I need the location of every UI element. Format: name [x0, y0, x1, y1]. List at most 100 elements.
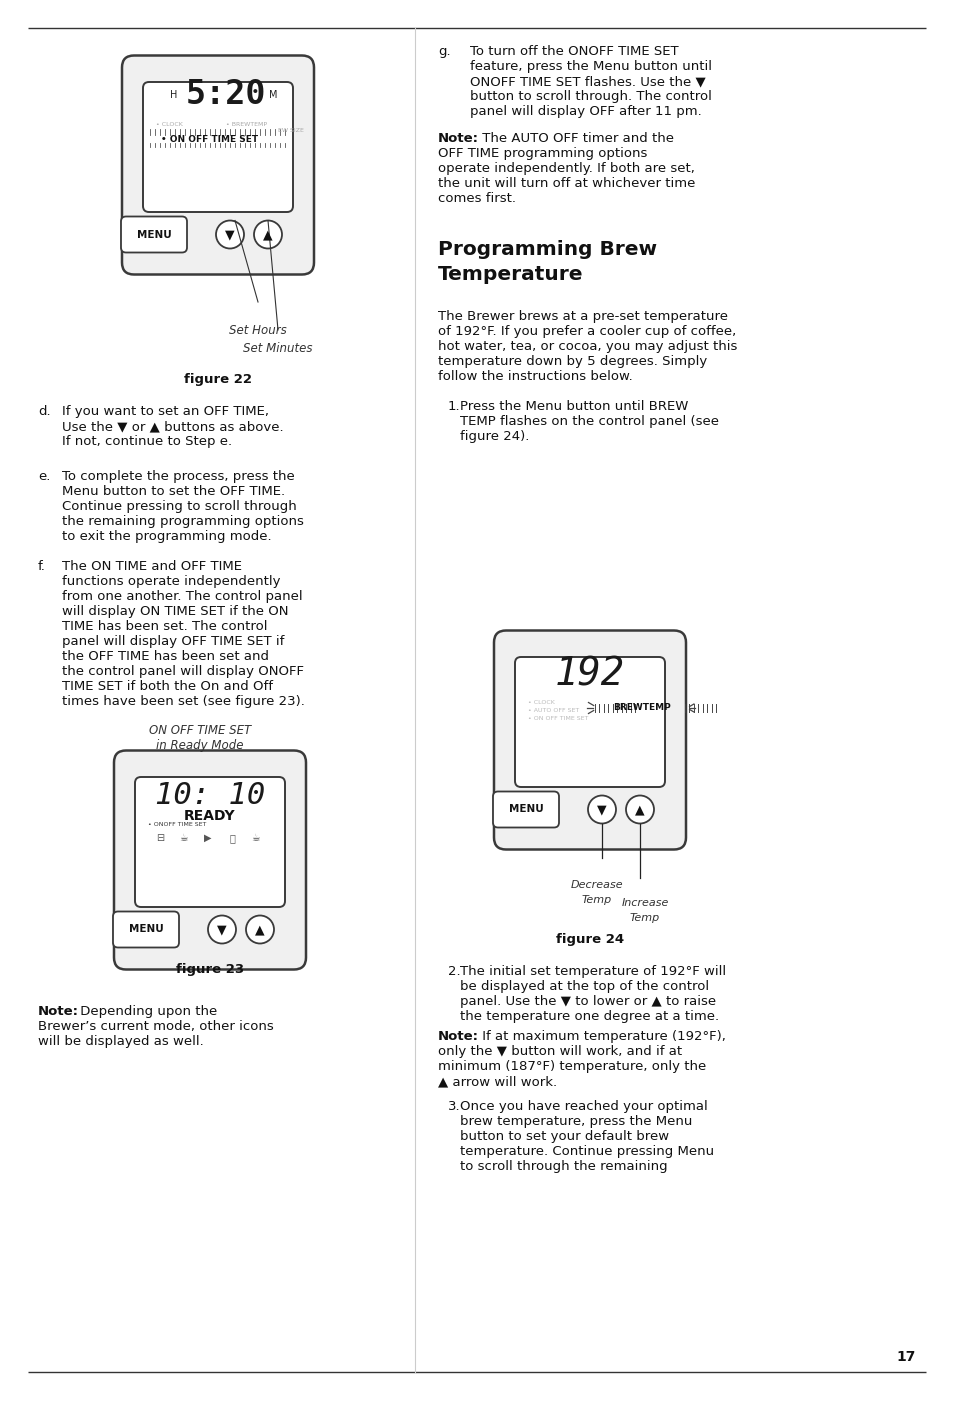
Text: Set Hours: Set Hours — [229, 324, 287, 336]
Text: the temperature one degree at a time.: the temperature one degree at a time. — [459, 1009, 719, 1023]
Circle shape — [253, 220, 282, 248]
Text: H: H — [171, 90, 177, 100]
Text: will display ON TIME SET if the ON: will display ON TIME SET if the ON — [62, 606, 288, 618]
Text: ▼: ▼ — [217, 923, 227, 937]
Text: • ON OFF TIME SET: • ON OFF TIME SET — [161, 135, 258, 143]
Text: only the ▼ button will work, and if at: only the ▼ button will work, and if at — [437, 1044, 681, 1059]
Text: figure 22: figure 22 — [184, 373, 252, 387]
Text: • AUTO OFF SET: • AUTO OFF SET — [527, 708, 578, 712]
Text: g.: g. — [437, 45, 450, 57]
Text: The initial set temperature of 192°F will: The initial set temperature of 192°F wil… — [459, 965, 725, 979]
Text: 192: 192 — [555, 656, 624, 694]
Text: Programming Brew: Programming Brew — [437, 240, 657, 259]
Text: follow the instructions below.: follow the instructions below. — [437, 370, 632, 383]
Text: minimum (187°F) temperature, only the: minimum (187°F) temperature, only the — [437, 1060, 705, 1073]
Text: Use the ▼ or ▲ buttons as above.: Use the ▼ or ▲ buttons as above. — [62, 421, 283, 433]
Text: If not, continue to Step e.: If not, continue to Step e. — [62, 435, 232, 449]
Text: will be displayed as well.: will be displayed as well. — [38, 1035, 204, 1049]
Text: hot water, tea, or cocoa, you may adjust this: hot water, tea, or cocoa, you may adjust… — [437, 341, 737, 353]
FancyBboxPatch shape — [112, 911, 179, 948]
Text: M: M — [269, 90, 277, 100]
Text: the control panel will display ONOFF: the control panel will display ONOFF — [62, 665, 304, 679]
Text: Decrease: Decrease — [570, 880, 622, 890]
Text: Press the Menu button until BREW: Press the Menu button until BREW — [459, 400, 688, 414]
Text: to scroll through the remaining: to scroll through the remaining — [459, 1159, 667, 1173]
Text: operate independently. If both are set,: operate independently. If both are set, — [437, 163, 694, 175]
Text: comes first.: comes first. — [437, 192, 516, 205]
Text: ☕: ☕ — [179, 833, 188, 843]
FancyBboxPatch shape — [122, 56, 314, 275]
FancyBboxPatch shape — [515, 658, 664, 787]
FancyBboxPatch shape — [494, 631, 685, 850]
Text: ON OFF TIME SET: ON OFF TIME SET — [149, 723, 251, 736]
Text: ▲ arrow will work.: ▲ arrow will work. — [437, 1075, 557, 1088]
Circle shape — [215, 220, 244, 248]
Text: times have been set (see figure 23).: times have been set (see figure 23). — [62, 695, 305, 708]
Text: d.: d. — [38, 405, 51, 418]
Text: • CLOCK: • CLOCK — [156, 122, 183, 128]
Text: ▲: ▲ — [254, 923, 265, 937]
Text: 1.: 1. — [448, 400, 460, 414]
Text: Continue pressing to scroll through: Continue pressing to scroll through — [62, 501, 296, 513]
Text: BREWTEMP: BREWTEMP — [613, 704, 670, 712]
Text: 3.: 3. — [448, 1101, 460, 1113]
Text: button to scroll through. The control: button to scroll through. The control — [470, 90, 711, 102]
Text: If you want to set an OFF TIME,: If you want to set an OFF TIME, — [62, 405, 269, 418]
Text: Temp: Temp — [629, 913, 659, 923]
Text: figure 23: figure 23 — [175, 963, 244, 977]
Text: panel will display OFF after 11 pm.: panel will display OFF after 11 pm. — [470, 105, 701, 118]
Text: figure 24: figure 24 — [556, 934, 623, 946]
Text: e.: e. — [38, 470, 51, 484]
Circle shape — [246, 916, 274, 944]
Text: MENU: MENU — [508, 805, 543, 815]
Text: The ON TIME and OFF TIME: The ON TIME and OFF TIME — [62, 559, 242, 573]
Text: • ON OFF TIME SET: • ON OFF TIME SET — [527, 715, 588, 721]
Text: If at maximum temperature (192°F),: If at maximum temperature (192°F), — [477, 1030, 725, 1043]
Text: in Ready Mode: in Ready Mode — [156, 739, 244, 751]
Text: To complete the process, press the: To complete the process, press the — [62, 470, 294, 484]
Text: f.: f. — [38, 559, 46, 573]
Text: TIME SET if both the On and Off: TIME SET if both the On and Off — [62, 680, 273, 693]
Text: temperature down by 5 degrees. Simply: temperature down by 5 degrees. Simply — [437, 355, 706, 367]
FancyBboxPatch shape — [493, 792, 558, 827]
Text: Note:: Note: — [437, 1030, 478, 1043]
Text: 10: 10: 10: 10 — [154, 781, 265, 809]
FancyBboxPatch shape — [135, 777, 285, 907]
Text: from one another. The control panel: from one another. The control panel — [62, 590, 302, 603]
Circle shape — [587, 795, 616, 823]
Text: To turn off the ONOFF TIME SET: To turn off the ONOFF TIME SET — [470, 45, 678, 57]
Text: Temperature: Temperature — [437, 265, 583, 285]
Text: TIME has been set. The control: TIME has been set. The control — [62, 620, 267, 632]
Text: ▲: ▲ — [635, 803, 644, 816]
Text: OFF TIME programming options: OFF TIME programming options — [437, 147, 647, 160]
Text: the remaining programming options: the remaining programming options — [62, 515, 304, 529]
Text: panel. Use the ▼ to lower or ▲ to raise: panel. Use the ▼ to lower or ▲ to raise — [459, 995, 716, 1008]
Text: EW SIZE: EW SIZE — [277, 129, 304, 133]
Text: • BREWTEMP: • BREWTEMP — [226, 122, 267, 128]
Text: be displayed at the top of the control: be displayed at the top of the control — [459, 980, 708, 993]
Text: Menu button to set the OFF TIME.: Menu button to set the OFF TIME. — [62, 485, 285, 498]
Text: figure 24).: figure 24). — [459, 430, 529, 443]
Text: Once you have reached your optimal: Once you have reached your optimal — [459, 1101, 707, 1113]
FancyBboxPatch shape — [143, 81, 293, 212]
Text: Set Minutes: Set Minutes — [243, 342, 313, 355]
Text: the unit will turn off at whichever time: the unit will turn off at whichever time — [437, 177, 695, 191]
Text: Increase: Increase — [620, 899, 668, 908]
Text: 5:20: 5:20 — [186, 79, 266, 112]
Text: ▲: ▲ — [263, 229, 273, 241]
Text: ▼: ▼ — [597, 803, 606, 816]
Text: ▼: ▼ — [225, 229, 234, 241]
Text: READY: READY — [184, 809, 235, 823]
Circle shape — [625, 795, 654, 823]
Text: ⊟: ⊟ — [155, 833, 164, 843]
Text: • CLOCK: • CLOCK — [527, 700, 555, 704]
Text: Note:: Note: — [38, 1005, 79, 1018]
Text: the OFF TIME has been set and: the OFF TIME has been set and — [62, 651, 269, 663]
Text: ▶: ▶ — [204, 833, 212, 843]
Text: Depending upon the: Depending upon the — [76, 1005, 217, 1018]
Text: button to set your default brew: button to set your default brew — [459, 1130, 668, 1143]
Text: ☕: ☕ — [252, 833, 260, 843]
Text: • ONOFF TIME SET: • ONOFF TIME SET — [148, 822, 206, 827]
FancyBboxPatch shape — [121, 216, 187, 252]
Text: The Brewer brews at a pre-set temperature: The Brewer brews at a pre-set temperatur… — [437, 310, 727, 322]
